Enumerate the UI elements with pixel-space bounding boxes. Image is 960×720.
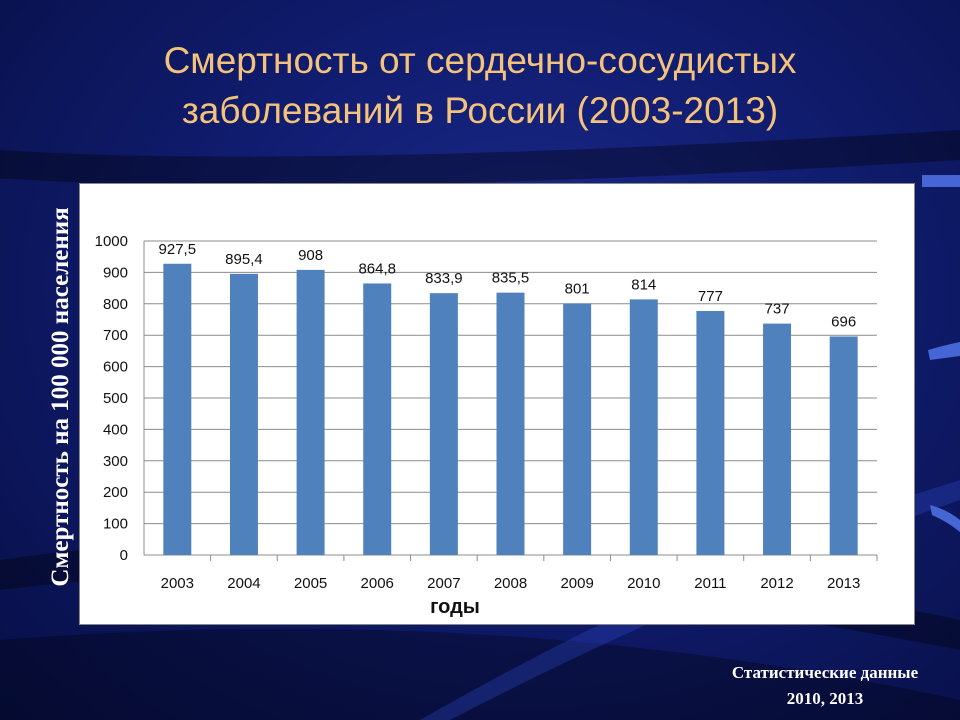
x-tick-label: 2009: [560, 575, 593, 592]
source-line-1: Статистические данные: [731, 663, 919, 682]
bar: [163, 263, 192, 555]
y-tick-label: 600: [103, 359, 128, 376]
x-tick-label: 2005: [294, 575, 327, 592]
data-label: 895,4: [225, 251, 263, 268]
data-label: 801: [565, 280, 590, 297]
x-axis-label: годы: [430, 596, 480, 618]
bar: [496, 292, 525, 555]
y-tick-label: 1000: [95, 233, 128, 250]
data-label: 737: [765, 301, 790, 318]
x-tick-label: 2013: [827, 575, 860, 592]
bar: [429, 293, 458, 555]
y-axis-label-container: Смертность на 100 000 населения: [46, 155, 76, 640]
y-axis-label: Смертность на 100 000 населения: [47, 207, 74, 587]
y-tick-label: 900: [103, 264, 128, 281]
y-tick-label: 700: [103, 327, 128, 344]
x-tick-label: 2008: [494, 575, 527, 592]
bar: [629, 299, 658, 555]
y-tick-label: 400: [103, 421, 128, 438]
data-label: 927,5: [159, 241, 197, 258]
title-line-2: заболеваний в России (2003-2013): [181, 90, 779, 131]
data-label: 696: [831, 313, 856, 330]
data-label: 833,9: [425, 270, 463, 287]
data-label: 814: [631, 276, 656, 293]
bar-chart: 0 100 200 300 400 500 600 700 800 900 1000 927,5 200…: [95, 233, 878, 592]
x-tick-label: 2007: [427, 575, 460, 592]
x-tick-label: 2011: [694, 575, 726, 592]
x-tick-label: 2004: [227, 575, 260, 592]
title-line-1: Смертность от сердечно-сосудистых: [163, 40, 797, 81]
y-tick-label: 200: [103, 484, 128, 501]
slide-title: Смертность от сердечно-сосудистых заболе…: [40, 36, 920, 136]
x-tick-label: 2012: [760, 575, 793, 592]
y-tick-label: 0: [120, 547, 128, 564]
bar: [563, 303, 592, 555]
y-tick-label: 500: [103, 390, 128, 407]
x-tick-label: 2006: [361, 575, 394, 592]
data-label: 864,8: [358, 260, 396, 277]
y-tick-label: 300: [103, 453, 128, 470]
x-tick-label: 2010: [627, 575, 660, 592]
bar: [229, 273, 258, 555]
x-tick-label: 2003: [161, 575, 194, 592]
bar: [696, 311, 725, 555]
data-label: 777: [698, 288, 723, 305]
y-tick-label: 100: [103, 516, 128, 533]
bar: [829, 336, 858, 555]
chart-area: 0 100 200 300 400 500 600 700 800 900 1000 927,5 200…: [79, 183, 915, 625]
bar: [763, 323, 792, 555]
y-tick-label: 800: [103, 296, 128, 313]
data-label: 908: [298, 247, 323, 264]
source-line-2: 2010, 2013: [786, 689, 864, 708]
bar: [296, 269, 325, 555]
bar: [363, 283, 392, 555]
data-label: 835,5: [492, 270, 530, 287]
source-note: Статистические данные 2010, 2013: [700, 660, 950, 712]
